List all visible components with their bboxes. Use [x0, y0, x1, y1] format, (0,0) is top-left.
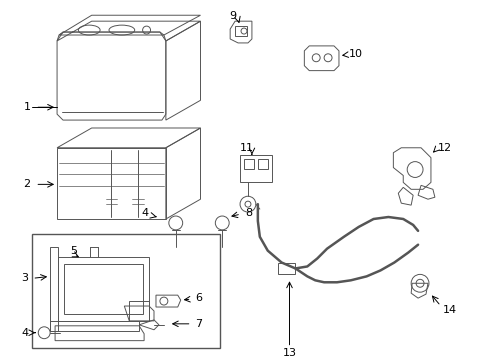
Text: 6: 6 [195, 293, 202, 303]
Text: 9: 9 [229, 11, 236, 21]
Text: 3: 3 [21, 273, 28, 283]
Bar [235, 26, 246, 36]
Text: 1: 1 [23, 102, 30, 112]
Text: 11: 11 [240, 143, 253, 153]
Text: 12: 12 [437, 143, 451, 153]
Text: 8: 8 [244, 208, 252, 218]
Text: 7: 7 [195, 319, 202, 329]
Text: 10: 10 [348, 49, 362, 59]
Bar [32, 234, 220, 347]
Text: 14: 14 [442, 305, 456, 315]
Text: 13: 13 [282, 347, 296, 357]
Bar [244, 159, 253, 168]
Bar [277, 262, 295, 274]
Bar [257, 159, 267, 168]
Text: 5: 5 [70, 246, 77, 256]
Text: 4: 4 [21, 328, 28, 338]
Text: 4: 4 [142, 208, 149, 218]
Text: 2: 2 [23, 179, 30, 189]
